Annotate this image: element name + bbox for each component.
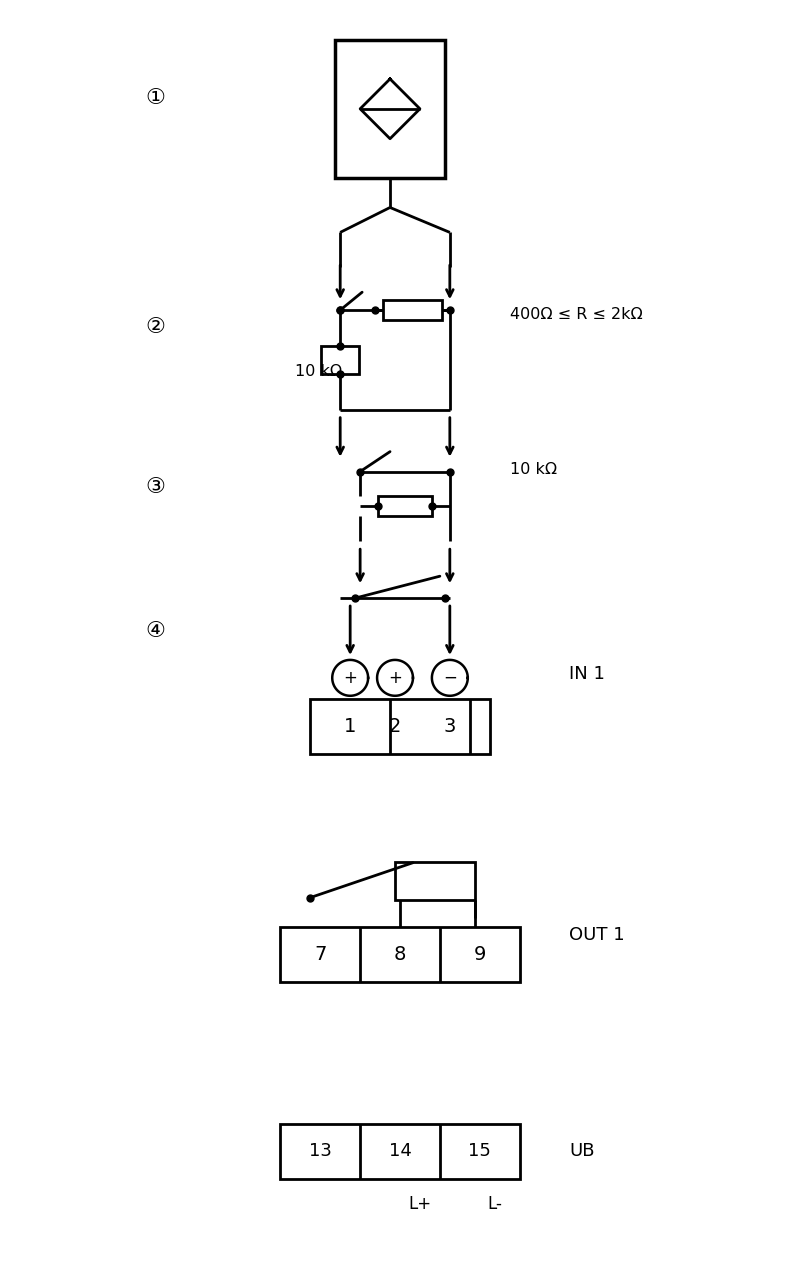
Text: 1: 1 — [344, 717, 356, 736]
Text: +: + — [343, 668, 357, 687]
Text: 10 kΩ: 10 kΩ — [295, 365, 342, 380]
Bar — [310, 699, 490, 753]
Bar — [281, 1124, 519, 1179]
Text: 14: 14 — [389, 1142, 411, 1160]
Text: ④: ④ — [146, 622, 166, 641]
Text: 3: 3 — [444, 717, 456, 736]
Text: ①: ① — [146, 87, 166, 108]
Text: IN 1: IN 1 — [570, 665, 606, 682]
Bar — [281, 928, 519, 982]
Bar — [335, 41, 445, 177]
Text: 400Ω ≤ R ≤ 2kΩ: 400Ω ≤ R ≤ 2kΩ — [510, 306, 642, 322]
Bar — [382, 300, 442, 320]
Text: ③: ③ — [146, 476, 166, 496]
Text: 8: 8 — [394, 946, 406, 965]
Text: 7: 7 — [314, 946, 326, 965]
Text: OUT 1: OUT 1 — [570, 925, 625, 944]
Text: 2: 2 — [389, 717, 402, 736]
Text: +: + — [388, 668, 402, 687]
Text: UB: UB — [570, 1142, 595, 1160]
Text: ②: ② — [146, 316, 166, 337]
Bar — [322, 346, 359, 373]
Text: L-: L- — [487, 1195, 502, 1213]
Text: 15: 15 — [468, 1142, 491, 1160]
Text: 10 kΩ: 10 kΩ — [510, 462, 557, 477]
Text: −: − — [443, 668, 457, 687]
Bar — [395, 862, 474, 900]
Text: 9: 9 — [474, 946, 486, 965]
Bar — [378, 496, 432, 517]
Text: 13: 13 — [309, 1142, 332, 1160]
Text: L+: L+ — [408, 1195, 431, 1213]
